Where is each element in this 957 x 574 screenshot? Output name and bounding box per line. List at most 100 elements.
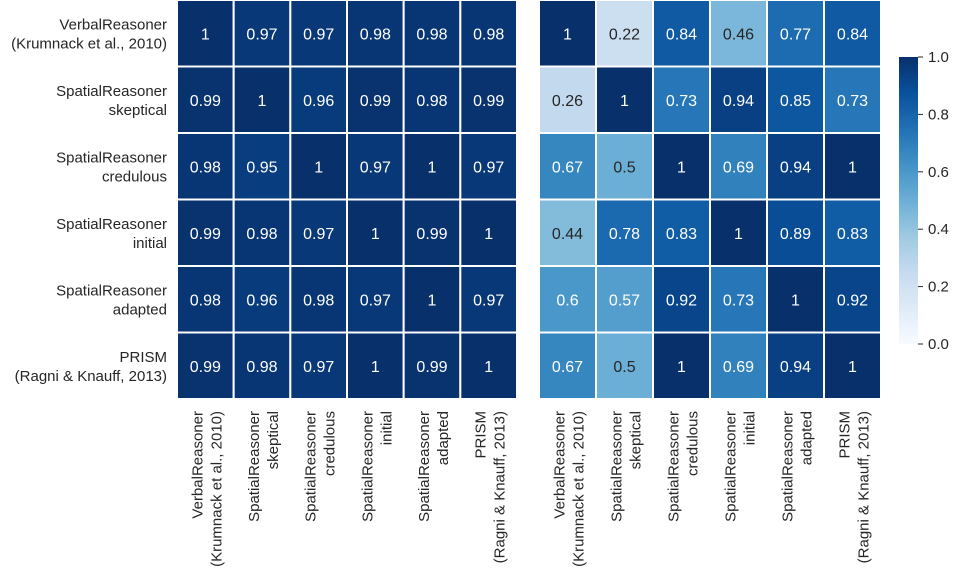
- column-label-line: initial: [742, 411, 759, 445]
- column-label-line: skeptical: [628, 411, 645, 469]
- heatmap-cell: [823, 331, 882, 400]
- cell-value-label: 0.5: [613, 359, 635, 376]
- heatmap-cell: [766, 331, 825, 400]
- cell-value-label: 0.69: [723, 159, 754, 176]
- column-label: SpatialReasoner adapted: [416, 411, 452, 522]
- cell-value-label: 0.89: [780, 226, 811, 243]
- cell-value-label: 0.67: [552, 359, 583, 376]
- cell-value-label: 0.97: [473, 159, 504, 176]
- cell-value-label: 0.98: [246, 359, 277, 376]
- row-label: SpatialReasoner skeptical: [56, 83, 167, 119]
- cell-value-label: 0.84: [666, 26, 697, 43]
- heatmap-cell: [176, 0, 235, 68]
- column-label: PRISM (Ragni & Knauff, 2013): [837, 411, 873, 563]
- heatmap-cell: [709, 198, 768, 267]
- heatmap-cell: [538, 265, 597, 334]
- cell-value-label: 0.44: [552, 226, 583, 243]
- column-label-line: VerbalReasoner: [189, 411, 206, 519]
- cell-value-label: 0.96: [246, 292, 277, 309]
- heatmap-cell: [346, 65, 405, 134]
- heatmap-cell: [289, 65, 349, 134]
- column-label-line: credulous: [685, 411, 702, 476]
- heatmap-cell: [766, 132, 825, 201]
- heatmap-cell: [823, 65, 882, 134]
- cell-value-label: 0.99: [416, 226, 447, 243]
- cell-value-label: 0.98: [360, 26, 391, 43]
- heatmap-cell: [232, 0, 292, 68]
- cell-value-label: 1: [677, 359, 686, 376]
- column-label-line: SpatialReasoner: [416, 411, 433, 522]
- row-label: PRISM (Ragni & Knauff, 2013): [15, 349, 167, 385]
- colorbar-tick-label: 0.6: [928, 164, 949, 181]
- cell-value-label: 1: [791, 292, 800, 309]
- cell-value-label: 0.97: [360, 159, 391, 176]
- column-label-line: PRISM: [473, 411, 490, 459]
- cell-value-label: 0.95: [246, 159, 277, 176]
- cell-value-label: 1: [371, 226, 380, 243]
- column-label-line: SpatialReasoner: [303, 411, 320, 522]
- heatmap-cell: [459, 265, 519, 334]
- cell-value-label: 0.6: [556, 292, 578, 309]
- cell-value-label: 1: [734, 226, 743, 243]
- heatmap-cell: [176, 65, 235, 134]
- heatmap-cell: [402, 0, 462, 68]
- cell-value-label: 1: [258, 93, 267, 110]
- heatmap-cell: [652, 265, 711, 334]
- heatmap-cell: [232, 265, 292, 334]
- cell-value-label: 0.94: [780, 159, 811, 176]
- heatmap-cell: [823, 265, 882, 334]
- cell-value-label: 0.97: [246, 26, 277, 43]
- row-label-line: SpatialReasoner: [56, 216, 167, 233]
- cell-value-label: 0.98: [303, 292, 334, 309]
- cell-value-label: 0.83: [666, 226, 697, 243]
- column-label: VerbalReasoner (Krumnack et al., 2010): [552, 411, 588, 567]
- cell-value-label: 0.98: [190, 159, 221, 176]
- cell-value-label: 0.99: [360, 93, 391, 110]
- cell-value-label: 0.98: [190, 292, 221, 309]
- cell-value-label: 0.73: [666, 93, 697, 110]
- heatmap-cell: [823, 132, 882, 201]
- cell-value-label: 1: [677, 159, 686, 176]
- cell-value-label: 1: [848, 359, 857, 376]
- colorbar-tick-label: 0.8: [928, 106, 949, 123]
- column-label: SpatialReasoner skeptical: [609, 411, 645, 522]
- heatmap-cell: [289, 331, 349, 400]
- cell-value-label: 0.73: [837, 93, 868, 110]
- cell-value-label: 1: [484, 359, 493, 376]
- heatmap-cell: [232, 132, 292, 201]
- heatmap-panel-1: 1 0.97 0.97 0.98 0.98 0.98 0.99 1 0.96 0.99 0.98 0.…: [11, 0, 519, 567]
- row-label: SpatialReasoner initial: [56, 216, 167, 252]
- heatmap-cell: [595, 198, 654, 267]
- cell-value-label: 0.98: [473, 26, 504, 43]
- column-label-line: SpatialReasoner: [609, 411, 626, 522]
- column-label: SpatialReasoner credulous: [666, 411, 702, 522]
- colorbar: 0.0 0.2 0.4 0.6 0.8 1.0: [899, 49, 949, 353]
- cell-value-label: 0.99: [190, 93, 221, 110]
- row-label-line: PRISM: [119, 349, 167, 366]
- row-label-line: skeptical: [109, 102, 167, 119]
- cell-value-label: 0.98: [416, 26, 447, 43]
- row-label-line: SpatialReasoner: [56, 149, 167, 166]
- column-label-line: (Krumnack et al., 2010): [571, 411, 588, 567]
- cell-value-label: 0.78: [609, 226, 640, 243]
- heatmap-cell: [459, 132, 519, 201]
- heatmap-cell: [709, 0, 768, 68]
- heatmap-cell: [459, 331, 519, 400]
- cell-value-label: 0.92: [666, 292, 697, 309]
- column-label-line: SpatialReasoner: [666, 411, 683, 522]
- column-label-line: SpatialReasoner: [723, 411, 740, 522]
- row-label: SpatialReasoner adapted: [56, 282, 167, 318]
- row-label-line: SpatialReasoner: [56, 282, 167, 299]
- cell-value-label: 1: [563, 26, 572, 43]
- column-label-line: SpatialReasoner: [780, 411, 797, 522]
- column-label: VerbalReasoner (Krumnack et al., 2010): [189, 411, 225, 567]
- column-label-line: PRISM: [837, 411, 854, 459]
- cell-value-label: 0.99: [473, 93, 504, 110]
- row-label-line: (Ragni & Knauff, 2013): [15, 368, 167, 385]
- cell-value-label: 0.98: [416, 93, 447, 110]
- cell-value-label: 0.96: [303, 93, 334, 110]
- heatmap-cell: [176, 198, 235, 267]
- cell-value-label: 1: [428, 159, 437, 176]
- heatmap-cell: [402, 132, 462, 201]
